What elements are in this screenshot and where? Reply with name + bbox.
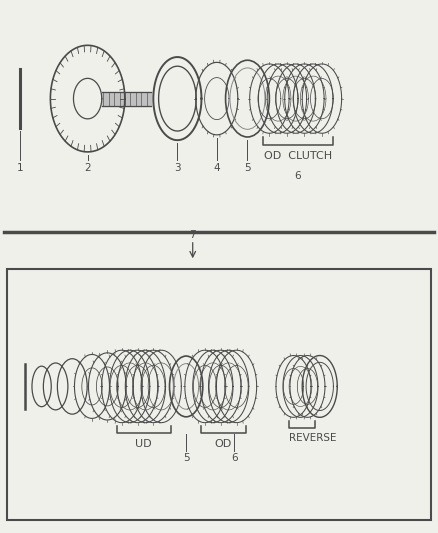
Text: 5: 5 bbox=[244, 163, 251, 173]
Text: OD: OD bbox=[215, 439, 232, 449]
Text: 6: 6 bbox=[231, 453, 238, 463]
Text: 6: 6 bbox=[294, 171, 301, 181]
Text: REVERSE: REVERSE bbox=[290, 433, 337, 443]
Text: 3: 3 bbox=[174, 163, 181, 173]
Text: UD: UD bbox=[135, 439, 152, 449]
Text: OD  CLUTCH: OD CLUTCH bbox=[264, 151, 332, 161]
Text: 4: 4 bbox=[213, 163, 220, 173]
Text: 5: 5 bbox=[183, 453, 190, 463]
Text: 1: 1 bbox=[16, 163, 23, 173]
Text: 7: 7 bbox=[189, 230, 196, 240]
Text: 2: 2 bbox=[84, 163, 91, 173]
